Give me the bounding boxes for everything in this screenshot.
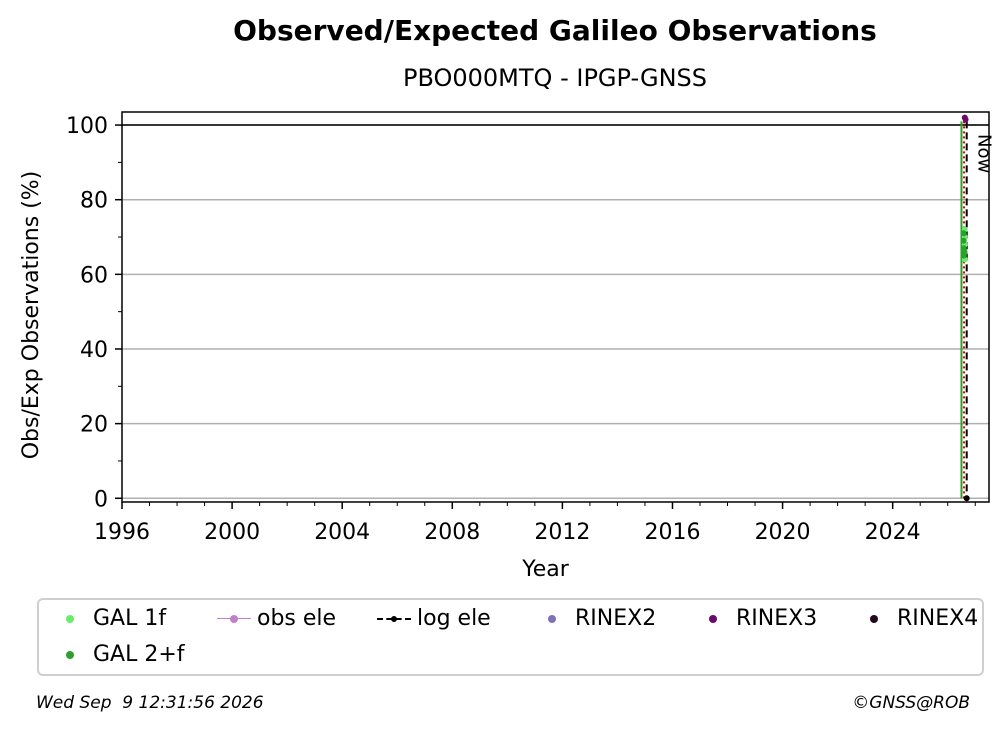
legend-item-rinex4: RINEX4	[857, 606, 978, 631]
legend-label-gal-2f: GAL 2+f	[93, 642, 185, 667]
y-tick-label: 60	[80, 263, 108, 288]
legend-label-log-ele: log ele	[417, 606, 491, 631]
legend-label-rinex2: RINEX2	[575, 606, 657, 631]
chart-plot: Now 0 20 40 60 80 100 1996 2000 2004 2008 2012 2016 2…	[19, 111, 995, 582]
x-tick-label: 2016	[644, 520, 700, 545]
footer-credit: ©GNSS@ROB	[852, 693, 970, 713]
legend-item-gal-2f: GAL 2+f	[53, 642, 185, 667]
data-point-gal-2-f	[961, 248, 968, 255]
x-axis-label: Year	[521, 557, 570, 582]
x-tick-label: 2012	[534, 520, 590, 545]
y-tick-label: 20	[80, 413, 108, 438]
legend-marker-rinex4	[857, 612, 891, 626]
y-tick-label: 80	[80, 189, 108, 214]
legend-label-gal-1f: GAL 1f	[93, 606, 167, 631]
legend-marker-gal-2f	[53, 648, 87, 662]
legend-marker-rinex2	[535, 612, 569, 626]
y-tick-label: 0	[94, 487, 108, 512]
x-tick-label: 2008	[424, 520, 480, 545]
data-point-gal-2-f	[960, 237, 967, 244]
y-axis-label: Obs/Exp Observations (%)	[19, 171, 44, 460]
data-point-rinex3	[962, 116, 969, 123]
legend-item-log-ele: log ele	[377, 606, 491, 631]
chart-legend: GAL 1f obs ele log ele RINEX2 RINEX3 RIN…	[37, 598, 984, 676]
y-tick-label: 40	[80, 338, 108, 363]
legend-item-gal-1f: GAL 1f	[53, 606, 166, 631]
footer-timestamp: Wed Sep 9 12:31:56 2026	[36, 693, 264, 713]
data-point-gal-2-f	[960, 230, 967, 237]
legend-label-rinex3: RINEX3	[736, 606, 818, 631]
legend-marker-obs-ele	[217, 612, 251, 626]
x-tick-label: 2000	[204, 520, 260, 545]
x-tick-label: 2004	[314, 520, 370, 545]
plot-frame	[121, 111, 990, 503]
chart-subtitle: PBO000MTQ - IPGP-GNSS	[402, 64, 708, 92]
legend-item-obs-ele: obs ele	[217, 606, 336, 631]
y-tick-label: 100	[66, 114, 108, 139]
chart-title: Observed/Expected Galileo Observations	[233, 14, 877, 47]
x-tick-label: 2024	[865, 520, 921, 545]
legend-marker-gal-1f	[53, 612, 87, 626]
now-label: Now	[974, 134, 995, 173]
x-tick-label: 1996	[94, 520, 150, 545]
legend-item-rinex2: RINEX2	[535, 606, 656, 631]
legend-item-rinex3: RINEX3	[696, 606, 817, 631]
legend-label-obs-ele: obs ele	[257, 606, 337, 631]
legend-marker-log-ele	[377, 612, 411, 626]
x-tick-label: 2020	[755, 520, 811, 545]
data-point-log-ele	[963, 495, 970, 502]
legend-label-rinex4: RINEX4	[897, 606, 979, 631]
legend-marker-rinex3	[696, 612, 730, 626]
